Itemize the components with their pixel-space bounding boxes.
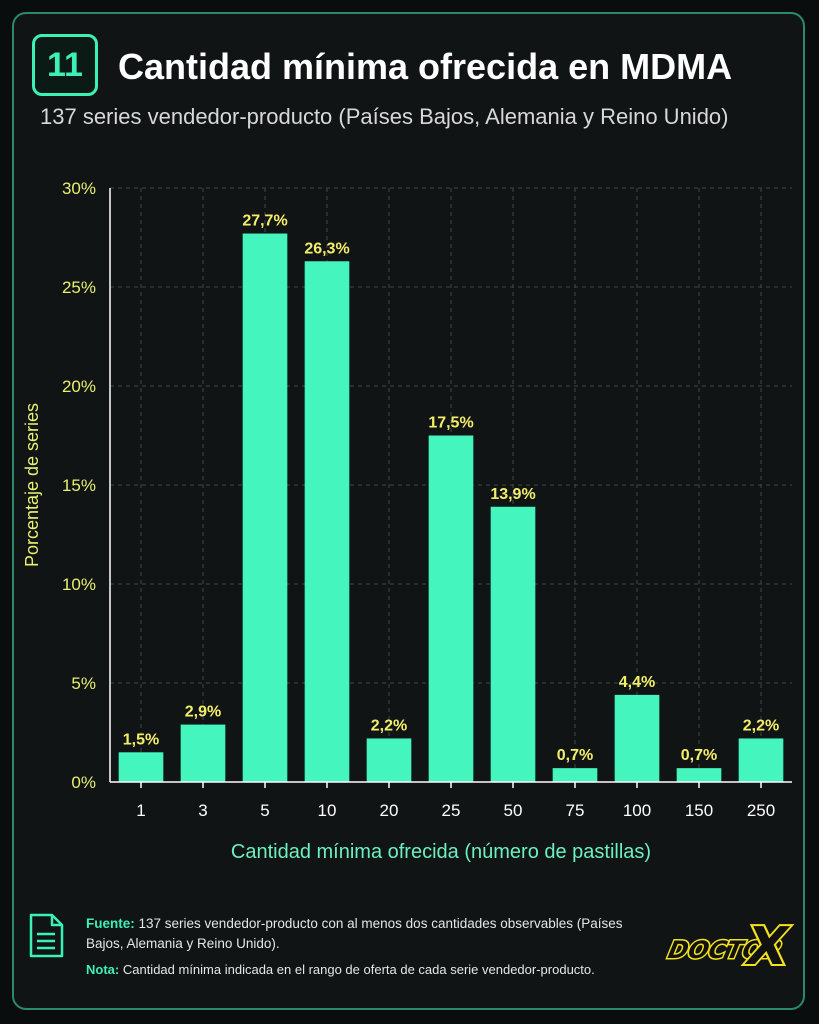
y-tick-label: 30% (62, 179, 96, 198)
chart-number-badge: 11 (32, 34, 98, 96)
x-tick-label: 250 (747, 801, 775, 820)
bar (676, 768, 722, 782)
bar (242, 233, 288, 783)
source-label: Fuente: (86, 916, 135, 931)
x-tick-label: 3 (198, 801, 207, 820)
bar (490, 506, 536, 782)
bar-value-label: 13,9% (490, 486, 535, 503)
bar-chart: 0% 5% 10% 15% 20% 25% 30% 1,5% 1 2,9% 3 27,7% 5 26,3%… (22, 179, 792, 863)
bar-value-label: 2,9% (185, 704, 221, 721)
chart-footer: Fuente: 137 series vendedor-producto con… (86, 914, 646, 980)
chart-subtitle: 137 series vendedor-producto (Países Baj… (40, 104, 729, 129)
bar (366, 738, 412, 782)
x-tick-label: 75 (566, 801, 585, 820)
x-tick-label: 25 (442, 801, 461, 820)
bar-value-label: 27,7% (242, 213, 287, 230)
bar-value-label: 1,5% (123, 731, 159, 748)
y-tick-label: 20% (62, 377, 96, 396)
y-tick-label: 5% (71, 674, 96, 693)
y-axis-title: Porcentaje de series (22, 403, 42, 567)
x-axis-title: Cantidad mínima ofrecida (número de past… (231, 841, 651, 863)
bar (428, 435, 474, 782)
x-tick-label: 1 (136, 801, 145, 820)
y-tick-label: 15% (62, 476, 96, 495)
doctor-x-logo: DOCTOR X (664, 915, 796, 979)
svg-text:DOCTOR: DOCTOR (666, 935, 785, 964)
bar (118, 752, 164, 782)
bar-value-label: 4,4% (619, 674, 655, 691)
document-icon (29, 913, 64, 958)
y-tick-label: 25% (62, 278, 96, 297)
chart-title: Cantidad mínima ofrecida en MDMA (118, 46, 733, 87)
note-label: Nota: (86, 962, 120, 977)
source-text: 137 series vendedor-producto con al meno… (86, 916, 623, 951)
bar (180, 724, 226, 782)
x-tick-label: 5 (260, 801, 269, 820)
y-tick-label: 0% (71, 773, 96, 792)
x-tick-label: 100 (623, 801, 651, 820)
bar (614, 694, 660, 782)
svg-text:X: X (741, 917, 794, 977)
bar-value-label: 0,7% (681, 747, 717, 764)
bar (304, 261, 350, 782)
bar-value-label: 2,2% (743, 717, 779, 734)
bar-value-label: 0,7% (557, 747, 593, 764)
bar-value-label: 26,3% (304, 240, 349, 257)
bar (738, 738, 784, 782)
bar (552, 768, 598, 782)
x-tick-label: 10 (318, 801, 337, 820)
chart-card (12, 12, 805, 1010)
bar-value-label: 17,5% (428, 415, 473, 432)
x-tick-label: 50 (504, 801, 523, 820)
x-tick-label: 20 (380, 801, 399, 820)
note: Nota: Cantidad mínima indicada en el ran… (86, 960, 646, 980)
y-tick-label: 10% (62, 575, 96, 594)
note-text: Cantidad mínima indicada en el rango de … (122, 962, 595, 977)
x-tick-label: 150 (685, 801, 713, 820)
bar-value-label: 2,2% (371, 717, 407, 734)
source-note: Fuente: 137 series vendedor-producto con… (86, 914, 646, 954)
